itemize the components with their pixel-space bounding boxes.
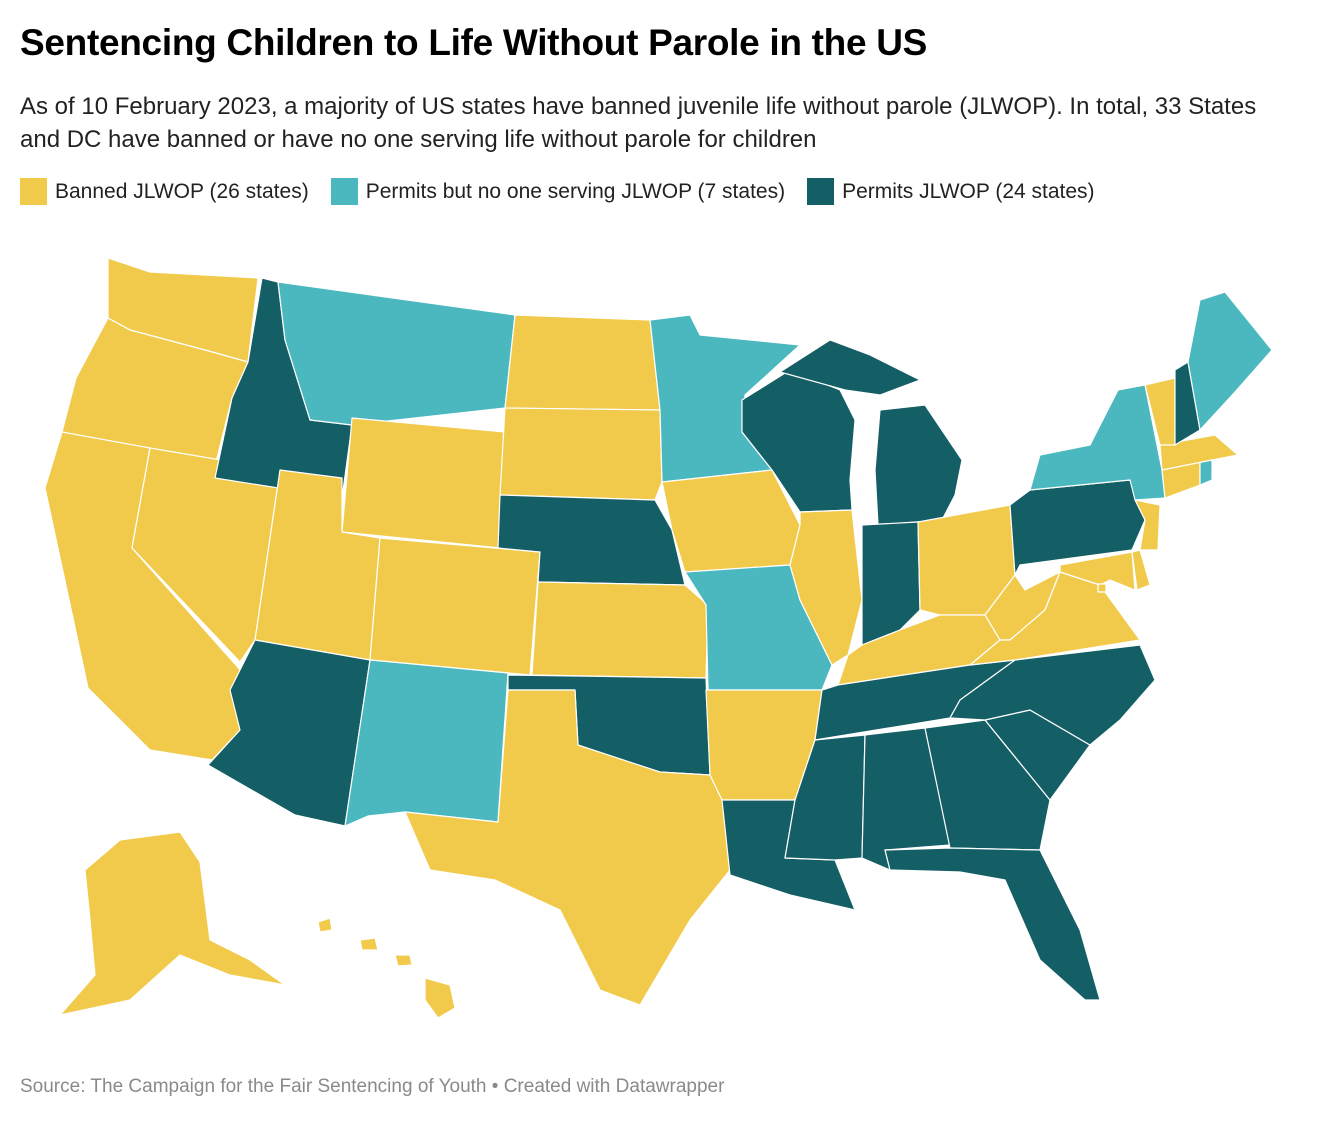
state-IN	[861, 521, 921, 646]
state-SD	[499, 407, 663, 501]
state-ME	[1187, 291, 1273, 431]
state-IL	[789, 509, 863, 666]
source-footer: Source: The Campaign for the Fair Senten…	[20, 1076, 725, 1097]
state-HI	[317, 917, 456, 1019]
state-NC	[949, 644, 1156, 746]
state-ND	[504, 314, 661, 411]
state-MI-upper	[779, 339, 921, 396]
legend-item-banned: Banned JLWOP (26 states)	[20, 178, 309, 205]
state-CO	[369, 537, 541, 676]
legend-item-permits: Permits JLWOP (24 states)	[807, 178, 1095, 205]
state-AK	[59, 831, 286, 1016]
state-MT	[277, 281, 516, 426]
legend: Banned JLWOP (26 states) Permits but no …	[20, 178, 1117, 205]
state-WY	[341, 417, 506, 549]
legend-label-permits: Permits JLWOP (24 states)	[842, 179, 1095, 203]
chart-subtitle: As of 10 February 2023, a majority of US…	[20, 93, 1257, 153]
state-MA	[1159, 434, 1239, 471]
state-IA	[661, 469, 801, 573]
state-TX	[404, 689, 731, 1006]
state-DC	[1097, 583, 1107, 593]
legend-swatch-banned	[20, 178, 47, 205]
us-state-map	[44, 257, 1273, 1019]
state-DE	[1131, 549, 1151, 591]
state-MI-lower	[874, 404, 963, 526]
state-NM	[344, 659, 509, 827]
legend-swatch-no-one-serving	[330, 178, 358, 205]
state-GA	[924, 719, 1051, 851]
legend-label-no-one-serving: Permits but no one serving JLWOP (7 stat…	[365, 179, 786, 203]
state-NJ	[1134, 499, 1161, 551]
legend-item-no-one-serving: Permits but no one serving JLWOP (7 stat…	[330, 178, 786, 205]
state-KS	[531, 581, 709, 679]
state-RI	[1199, 459, 1213, 486]
state-NY	[1029, 384, 1166, 501]
legend-swatch-permits	[807, 178, 835, 205]
chart-title: Sentencing Children to Life Without Paro…	[20, 22, 928, 63]
state-FL	[884, 847, 1101, 1001]
legend-label-banned: Banned JLWOP (26 states)	[55, 179, 309, 203]
